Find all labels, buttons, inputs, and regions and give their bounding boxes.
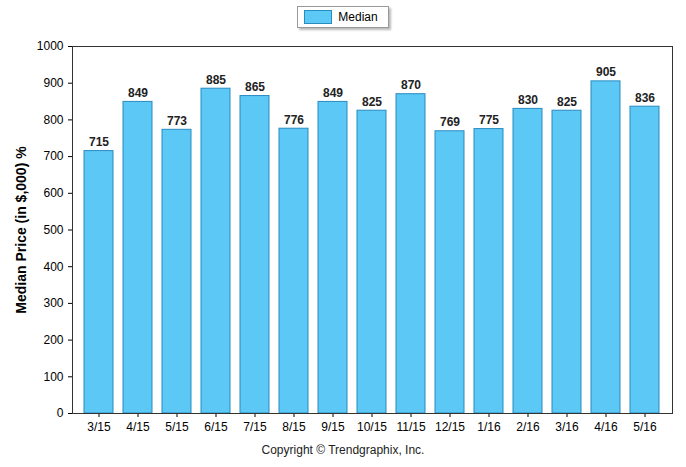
svg-text:836: 836 (635, 91, 655, 105)
svg-text:700: 700 (43, 149, 63, 163)
svg-text:800: 800 (43, 113, 63, 127)
svg-text:870: 870 (401, 78, 421, 92)
svg-text:849: 849 (128, 86, 148, 100)
html-text:Copyright © Trendgraphix, Inc.: Copyright © Trendgraphix, Inc. (261, 443, 425, 457)
svg-text:0: 0 (57, 406, 64, 420)
svg-text:Median Price (in $,000) %: Median Price (in $,000) % (13, 146, 29, 314)
svg-text:3/15: 3/15 (87, 420, 111, 434)
svg-text:865: 865 (245, 80, 265, 94)
svg-text:100: 100 (43, 370, 63, 384)
svg-text:4/16: 4/16 (594, 420, 618, 434)
svg-text:885: 885 (206, 73, 226, 87)
svg-text:905: 905 (596, 65, 616, 79)
svg-text:1/16: 1/16 (477, 420, 501, 434)
svg-text:830: 830 (518, 93, 538, 107)
svg-text:715: 715 (89, 135, 109, 149)
svg-text:825: 825 (557, 95, 577, 109)
svg-text:775: 775 (479, 113, 499, 127)
svg-text:9/15: 9/15 (321, 420, 345, 434)
svg-text:400: 400 (43, 260, 63, 274)
svg-text:300: 300 (43, 296, 63, 310)
svg-text:849: 849 (323, 86, 343, 100)
svg-text:11/15: 11/15 (396, 420, 425, 434)
svg-text:600: 600 (43, 186, 63, 200)
svg-text:5/16: 5/16 (633, 420, 657, 434)
svg-text:900: 900 (43, 76, 63, 90)
svg-text:5/15: 5/15 (165, 420, 189, 434)
svg-text:769: 769 (440, 115, 460, 129)
svg-text:1000: 1000 (37, 39, 64, 53)
svg-text:825: 825 (362, 95, 382, 109)
svg-text:7/15: 7/15 (243, 420, 267, 434)
svg-text:773: 773 (167, 114, 187, 128)
svg-text:500: 500 (43, 223, 63, 237)
svg-text:2/16: 2/16 (516, 420, 540, 434)
svg-text:6/15: 6/15 (204, 420, 228, 434)
svg-text:12/15: 12/15 (435, 420, 465, 434)
svg-text:10/15: 10/15 (357, 420, 387, 434)
html-text:Median: Median (338, 10, 378, 24)
svg-text:200: 200 (43, 333, 63, 347)
svg-text:4/15: 4/15 (126, 420, 150, 434)
svg-text:3/16: 3/16 (555, 420, 579, 434)
svg-text:776: 776 (284, 113, 304, 127)
svg-text:8/15: 8/15 (282, 420, 306, 434)
